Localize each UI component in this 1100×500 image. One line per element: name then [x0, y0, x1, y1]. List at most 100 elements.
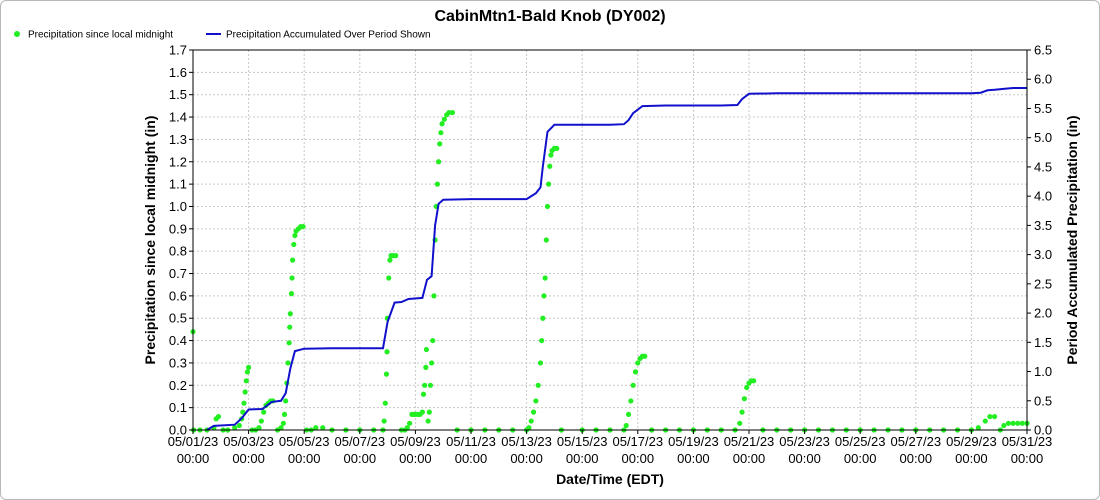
data-point-precip-midnight: [544, 203, 551, 210]
data-point-precip-midnight: [381, 418, 387, 424]
x-tick-date-label: 05/23/23: [779, 434, 830, 449]
x-tick-time-label: 00:00: [232, 451, 265, 466]
x-tick-date-label: 05/17/23: [612, 434, 663, 449]
data-point-precip-midnight: [530, 409, 537, 415]
data-point-precip-midnight: [625, 411, 632, 417]
y-tick-label: 1.5: [169, 87, 187, 102]
y2-tick-label: 2.0: [1034, 306, 1052, 321]
x-tick-time-label: 00:00: [955, 451, 988, 466]
data-point-precip-midnight: [438, 130, 444, 136]
data-point-precip-midnight: [241, 400, 247, 406]
x-tick-date-label: 05/13/23: [501, 434, 552, 449]
y-tick-label: 0.8: [169, 244, 187, 259]
data-point-precip-midnight: [258, 418, 264, 424]
data-point-precip-midnight: [240, 409, 246, 415]
y-tick-label: 0.4: [169, 333, 187, 348]
y-tick-label: 1.4: [169, 110, 187, 125]
data-point-precip-midnight: [407, 420, 413, 426]
y2-tick-label: 5.5: [1034, 101, 1052, 116]
data-point-precip-midnight: [547, 163, 553, 169]
y-tick-label: 0.1: [169, 400, 187, 415]
data-point-precip-midnight: [542, 275, 548, 281]
data-point-precip-midnight: [535, 382, 541, 388]
y-axis-right-label: Period Accumulated Precipitation (in): [1064, 115, 1080, 364]
data-point-precip-midnight: [426, 409, 432, 415]
data-point-precip-midnight: [554, 145, 560, 151]
plot-border: [192, 49, 1028, 431]
data-point-precip-midnight: [434, 181, 441, 187]
y2-tick-label: 4.0: [1034, 189, 1052, 204]
data-point-precip-midnight: [320, 425, 326, 431]
data-point-precip-midnight: [1010, 420, 1016, 426]
y2-tick-label: 5.0: [1034, 130, 1052, 145]
data-point-precip-midnight: [630, 382, 636, 388]
data-point-precip-midnight: [300, 223, 306, 230]
data-point-precip-midnight: [751, 378, 757, 384]
data-point-precip-midnight: [386, 275, 392, 281]
data-point-precip-midnight: [543, 237, 549, 243]
x-tick-time-label: 00:00: [844, 451, 877, 466]
x-tick-date-label: 05/15/23: [557, 434, 608, 449]
x-tick-date-label: 05/19/23: [668, 434, 719, 449]
y-tick-label: 1.6: [169, 65, 187, 80]
data-point-precip-midnight: [382, 400, 388, 406]
x-tick-date-label: 05/09/23: [390, 434, 441, 449]
data-point-precip-midnight: [425, 418, 431, 424]
data-point-precip-midnight: [540, 315, 546, 321]
data-point-precip-midnight: [280, 420, 286, 426]
x-tick-date-label: 05/03/23: [223, 434, 274, 449]
x-tick-time-label: 00:00: [622, 451, 655, 466]
y-tick-label: 0.7: [169, 266, 187, 281]
x-tick-date-label: 05/25/23: [835, 434, 886, 449]
x-tick-date-label: 05/31/23: [1002, 434, 1053, 449]
data-point-precip-midnight: [243, 378, 249, 384]
data-point-precip-midnight: [430, 337, 436, 344]
x-tick-time-label: 00:00: [510, 451, 543, 466]
data-point-precip-midnight: [739, 409, 745, 415]
data-point-precip-midnight: [283, 398, 289, 404]
y2-tick-label: 2.5: [1034, 276, 1052, 291]
y2-tick-label: 1.5: [1034, 335, 1052, 350]
data-point-precip-midnight: [286, 340, 292, 346]
data-point-precip-midnight: [435, 159, 442, 165]
data-point-precip-midnight: [384, 349, 390, 355]
data-point-precip-midnight: [261, 409, 267, 415]
data-point-precip-midnight: [541, 293, 547, 299]
data-point-precip-midnight: [232, 425, 238, 431]
legend-label-precip-midnight: Precipitation since local midnight: [28, 30, 173, 41]
series-line-precip-accumulated: [206, 87, 1027, 431]
data-point-precip-midnight: [383, 371, 390, 377]
y-tick-label: 0.9: [169, 221, 187, 236]
series-precip-midnight: [190, 109, 1030, 433]
data-point-precip-midnight: [628, 398, 634, 404]
data-point-precip-midnight: [623, 422, 629, 429]
y2-tick-label: 3.0: [1034, 247, 1052, 262]
y2-tick-label: 4.5: [1034, 159, 1052, 174]
data-point-precip-midnight: [533, 398, 539, 404]
data-point-precip-midnight: [632, 369, 639, 375]
data-point-precip-midnight: [441, 116, 447, 122]
y-axis-left-ticks: 0.0 0.1 0.2 0.3 0.4 0.5 0.6 0.7 0.8 0.9 1.0 1.1 1.2 1…: [169, 43, 193, 438]
y-tick-label: 1.1: [169, 177, 187, 192]
y-tick-label: 1.2: [169, 154, 187, 169]
data-point-precip-midnight: [1019, 420, 1025, 426]
y-tick-label: 0.6: [169, 288, 187, 303]
data-point-precip-midnight: [737, 420, 743, 426]
x-tick-time-label: 00:00: [733, 451, 766, 466]
data-point-precip-midnight: [287, 324, 293, 330]
data-point-precip-midnight: [292, 232, 298, 239]
x-tick-time-label: 00:00: [900, 451, 933, 466]
y-tick-label: 0.0: [169, 423, 187, 438]
data-point-precip-midnight: [437, 141, 443, 147]
y2-tick-label: 0.0: [1034, 423, 1052, 438]
x-tick-time-label: 00:00: [788, 451, 821, 466]
data-point-precip-midnight: [528, 418, 534, 424]
data-point-precip-midnight: [242, 389, 248, 395]
data-point-precip-midnight: [289, 275, 295, 281]
data-point-precip-midnight: [236, 422, 242, 429]
data-point-precip-midnight: [449, 109, 456, 116]
data-point-precip-midnight: [975, 425, 981, 431]
data-point-precip-midnight: [635, 360, 641, 366]
data-point-precip-midnight: [256, 425, 262, 431]
